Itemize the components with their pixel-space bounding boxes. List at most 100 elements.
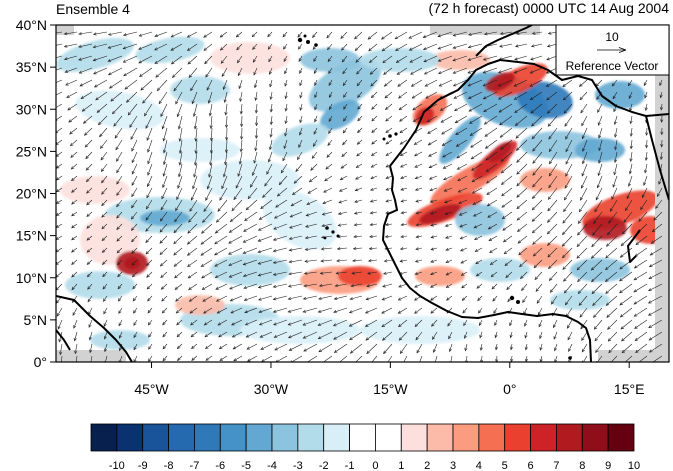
colorbar-swatch [581,423,609,452]
wind-vector [253,151,258,164]
wind-vector [284,115,288,125]
wind-vector [356,67,363,75]
wind-vector [524,343,528,351]
lon-tick-label: 45°W [134,381,169,397]
wind-vector [97,115,108,126]
wind-vector [242,271,258,278]
wind-vector [71,187,78,193]
wind-vector [308,175,318,183]
wind-vector [100,151,108,161]
wind-vector [73,319,78,329]
wind-vector [188,295,198,302]
wind-vector [314,103,318,111]
wind-vector [395,55,408,63]
wind-vector [131,139,138,152]
wind-vector [472,199,483,205]
wind-vector [597,103,603,113]
colorbar-swatch [478,423,506,452]
anomaly-patch [520,243,570,267]
wind-vector [221,175,228,190]
wind-vector [473,223,483,229]
wind-vector [655,199,663,209]
anomaly-patch [488,141,512,163]
wind-vector [343,103,348,110]
wind-vector [636,355,648,362]
colorbar-tick-label: 1 [398,460,404,471]
wind-vector [385,115,393,122]
wind-vector [357,91,363,99]
wind-vector [408,43,423,51]
wind-vector [365,331,378,341]
wind-vector [341,43,348,51]
wind-vector [87,295,93,303]
wind-vector [70,175,78,182]
wind-vector [400,211,408,215]
wind-vector [621,343,633,354]
wind-vector [124,79,138,90]
wind-vector [380,31,393,40]
wind-vector [252,43,258,51]
wind-vector [422,31,438,38]
wind-vector [68,115,78,123]
wind-vector [577,223,588,236]
wind-vector [191,355,198,361]
wind-vector [71,199,78,205]
wind-vector [332,319,348,327]
wind-vector [621,331,633,342]
wind-vector [313,127,318,135]
wind-vector [489,247,498,253]
wind-vector [307,187,318,194]
wind-vector [272,247,288,253]
wind-vector [629,139,633,150]
wind-vector [509,343,514,351]
wind-vector [502,223,513,231]
wind-vector [594,331,603,342]
wind-vector [314,79,318,87]
wind-vector [501,211,513,220]
wind-vector [93,67,108,75]
colorbar-tick-label: -7 [190,460,200,471]
wind-vector [127,103,138,116]
wind-vector [177,115,183,130]
wind-vector [457,187,468,193]
wind-vector [660,139,664,148]
anomaly-patch [175,295,225,315]
wind-vector [645,127,649,136]
wind-vector [278,175,288,186]
wind-vector [71,247,78,253]
anomaly-patch [517,81,573,119]
wind-vector [304,247,318,251]
wind-vector [214,247,228,256]
wind-vector [579,307,588,318]
wind-vector [562,259,573,270]
wind-vector [635,343,648,353]
wind-vector [457,175,468,181]
wind-vector [563,187,573,201]
wind-vector [337,211,348,215]
wind-vector [101,223,108,230]
wind-vector [554,355,558,362]
wind-vector [71,223,78,229]
wind-vector [430,259,438,263]
wind-vector [273,211,288,219]
wind-vector [430,271,438,276]
wind-vector [204,331,213,338]
wind-vector [516,223,528,232]
anomaly-patch [360,316,480,344]
wind-vector [220,55,228,64]
mediterranean-coastline [499,59,669,117]
wind-vector [452,55,468,62]
wind-vector [522,295,528,303]
wind-vector [415,235,423,239]
wind-vector [63,43,78,48]
wind-vector [606,307,618,318]
wind-vector [497,79,513,87]
wind-vector [591,271,603,283]
wind-vector [449,355,453,362]
wind-vector [579,91,588,101]
wind-vector [328,79,333,86]
wind-vector [487,211,498,218]
wind-vector [471,163,483,171]
wind-vector [427,139,438,146]
wind-vector [415,331,423,341]
